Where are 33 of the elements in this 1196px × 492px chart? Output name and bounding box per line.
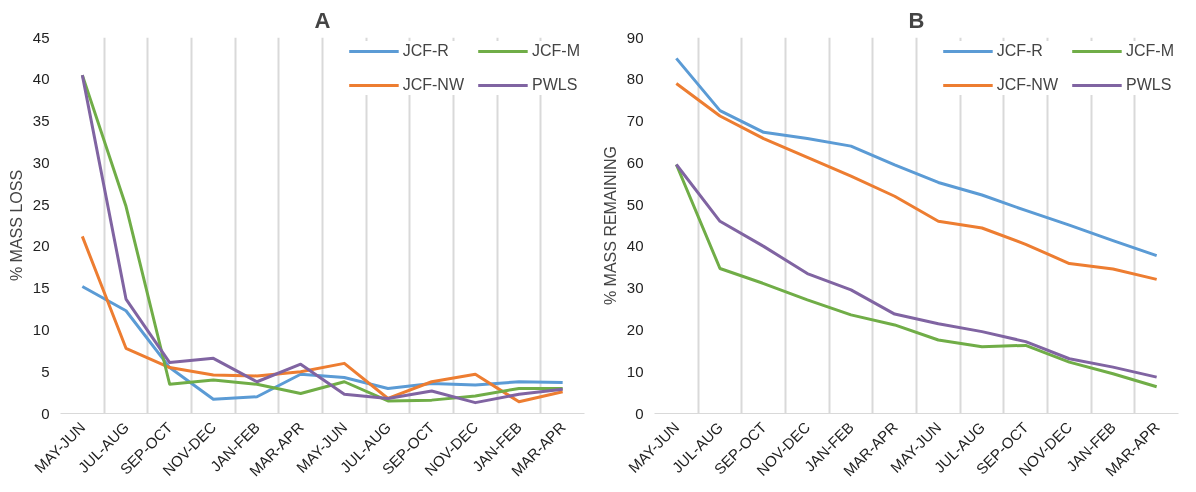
y-tick-label: 0 (41, 404, 50, 422)
y-axis-title: % MASS REMAINING (601, 145, 619, 306)
legend-label: PWLS (532, 76, 578, 94)
chart-title: A (314, 7, 331, 33)
y-tick-label: 20 (626, 320, 644, 338)
legend-label: JCF-NW (402, 76, 465, 94)
y-tick-label: 10 (626, 362, 644, 380)
y-tick-label: 25 (32, 195, 50, 213)
y-tick-label: 40 (626, 237, 644, 255)
y-tick-label: 10 (32, 320, 50, 338)
y-tick-label: 40 (32, 70, 50, 88)
y-tick-label: 5 (41, 362, 50, 380)
y-tick-label: 45 (32, 28, 50, 46)
legend-label: PWLS (1126, 76, 1172, 94)
legend-label: JCF-NW (996, 76, 1059, 94)
y-tick-label: 90 (626, 28, 644, 46)
y-tick-label: 20 (32, 237, 50, 255)
y-tick-label: 60 (626, 153, 644, 171)
y-tick-label: 35 (32, 112, 50, 130)
chart-title: B (908, 7, 925, 33)
y-axis-title: % MASS LOSS (7, 169, 25, 282)
y-tick-label: 0 (635, 404, 644, 422)
y-tick-label: 70 (626, 112, 644, 130)
legend-label: JCF-R (402, 42, 449, 60)
y-tick-label: 30 (626, 279, 644, 297)
y-tick-label: 50 (626, 195, 644, 213)
y-tick-label: 15 (32, 279, 50, 297)
y-tick-label: 80 (626, 70, 644, 88)
legend-label: JCF-R (996, 42, 1043, 60)
line-series (80, 234, 565, 404)
legend-label: JCF-M (532, 42, 580, 60)
y-tick-label: 30 (32, 153, 50, 171)
legend-label: JCF-M (1126, 42, 1174, 60)
